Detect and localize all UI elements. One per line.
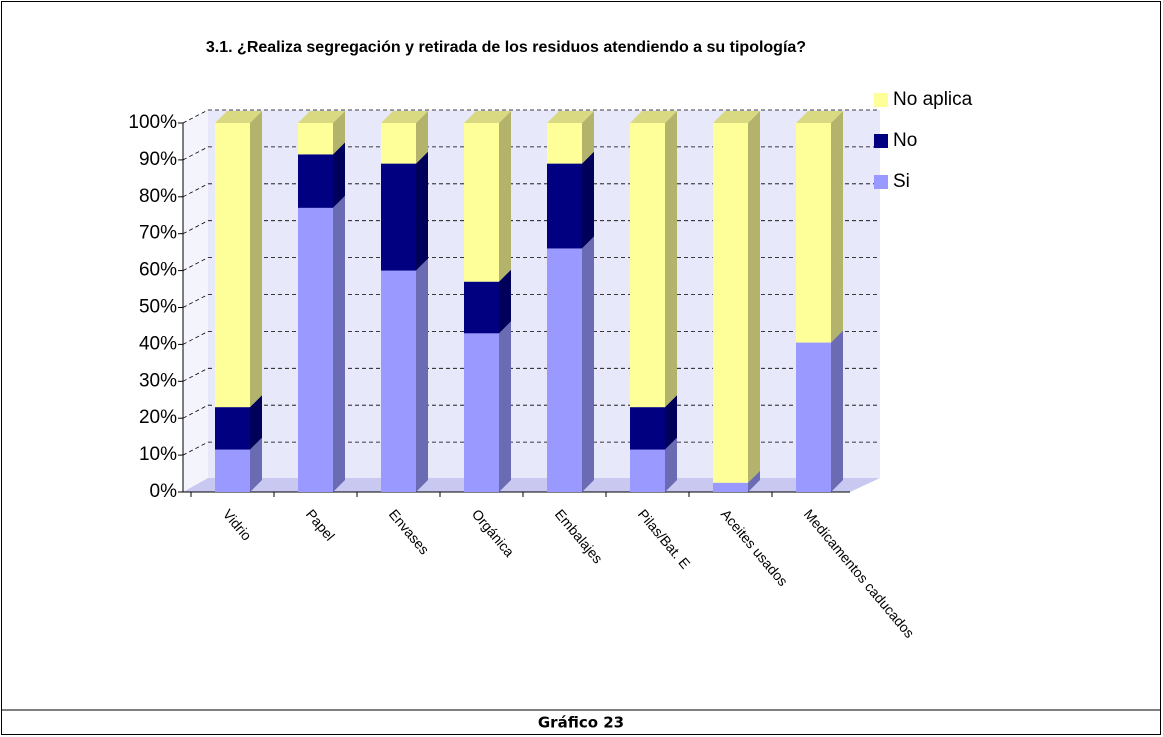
legend-swatch xyxy=(874,175,888,189)
y-tick-label: 0% xyxy=(150,481,178,502)
y-tick-label: 40% xyxy=(139,333,177,354)
bar xyxy=(215,123,250,408)
bar-side xyxy=(250,111,262,408)
grid-line xyxy=(182,183,209,198)
grid-line xyxy=(182,294,209,308)
bar xyxy=(298,154,333,208)
bar xyxy=(796,123,831,343)
bar-side xyxy=(582,236,594,492)
bar xyxy=(298,123,333,155)
grid-line xyxy=(182,220,209,235)
bar-side xyxy=(416,258,428,492)
bar xyxy=(464,333,499,492)
x-tick-label: Envases xyxy=(386,506,433,557)
bar-side xyxy=(665,111,677,408)
bar xyxy=(215,449,250,492)
bar-side xyxy=(416,111,428,164)
grid-line xyxy=(182,404,209,419)
bar-side xyxy=(748,111,760,483)
bar xyxy=(547,248,582,492)
y-tick-label: 20% xyxy=(139,407,177,428)
caption: Gráfico 23 xyxy=(538,714,624,732)
bar xyxy=(630,449,665,492)
bar-side xyxy=(499,111,511,282)
y-tick-label: 100% xyxy=(128,112,177,133)
bar-side xyxy=(831,330,843,492)
x-tick-label: Pilas/Bat. E xyxy=(635,506,694,572)
floor xyxy=(183,478,880,492)
y-tick-label: 70% xyxy=(139,223,177,244)
x-tick-label: Aceites usados xyxy=(718,506,791,589)
bar xyxy=(381,163,416,271)
bar-top xyxy=(713,111,760,123)
bar-side xyxy=(582,151,594,249)
bar-top xyxy=(215,111,262,123)
bar xyxy=(381,270,416,492)
x-tick-label: Vidrio xyxy=(220,506,255,544)
bar-side xyxy=(333,195,345,492)
x-tick-label: Embalajes xyxy=(552,506,606,566)
bar-side xyxy=(416,151,428,271)
bar-side xyxy=(582,111,594,164)
y-tick-label: 80% xyxy=(139,186,177,207)
grid-line xyxy=(182,109,209,124)
grid-line xyxy=(182,441,209,456)
x-tick-label: Papel xyxy=(303,506,338,544)
bar xyxy=(381,123,416,164)
bar-side xyxy=(748,470,760,492)
bar-top xyxy=(630,111,677,123)
y-tick-label: 50% xyxy=(139,297,177,318)
grid-line xyxy=(182,367,209,382)
bar-top xyxy=(464,111,511,123)
legend-swatch xyxy=(874,134,888,148)
y-tick-label: 60% xyxy=(139,260,177,281)
bar-top xyxy=(298,111,345,123)
grid-line xyxy=(182,331,209,345)
bar-side xyxy=(665,437,677,492)
grid-line xyxy=(182,146,209,161)
y-tick-label: 90% xyxy=(139,149,177,170)
bar-side xyxy=(250,395,262,450)
legend-label: Si xyxy=(893,171,910,192)
bar xyxy=(547,123,582,164)
bar xyxy=(630,123,665,408)
bar-side xyxy=(333,111,345,155)
back-wall xyxy=(208,110,880,478)
bar-top xyxy=(381,111,428,123)
y-tick-label: 10% xyxy=(139,444,177,465)
bar xyxy=(298,207,333,492)
bar xyxy=(713,482,748,492)
bar xyxy=(464,281,499,334)
bar-top xyxy=(547,111,594,123)
chart-title: 3.1. ¿Realiza segregación y retirada de … xyxy=(206,39,806,56)
bar-side xyxy=(499,269,511,334)
grid-line xyxy=(182,257,209,271)
legend-swatch xyxy=(874,93,888,107)
bar-side xyxy=(665,395,677,450)
bar xyxy=(215,407,250,450)
bar xyxy=(547,163,582,249)
bar xyxy=(630,407,665,450)
bar xyxy=(464,123,499,282)
bar-top xyxy=(796,111,843,123)
x-tick-label: Orgánica xyxy=(469,506,518,560)
x-tick-label: Medicamentos caducados xyxy=(801,506,918,641)
bar-side xyxy=(499,321,511,492)
legend-label: No aplica xyxy=(893,89,973,110)
bar-side xyxy=(333,142,345,208)
bar-side xyxy=(831,111,843,343)
bar xyxy=(796,342,831,492)
y-tick-label: 30% xyxy=(139,370,177,391)
bar xyxy=(713,123,748,483)
bar-side xyxy=(250,437,262,492)
legend-label: No xyxy=(893,130,917,151)
